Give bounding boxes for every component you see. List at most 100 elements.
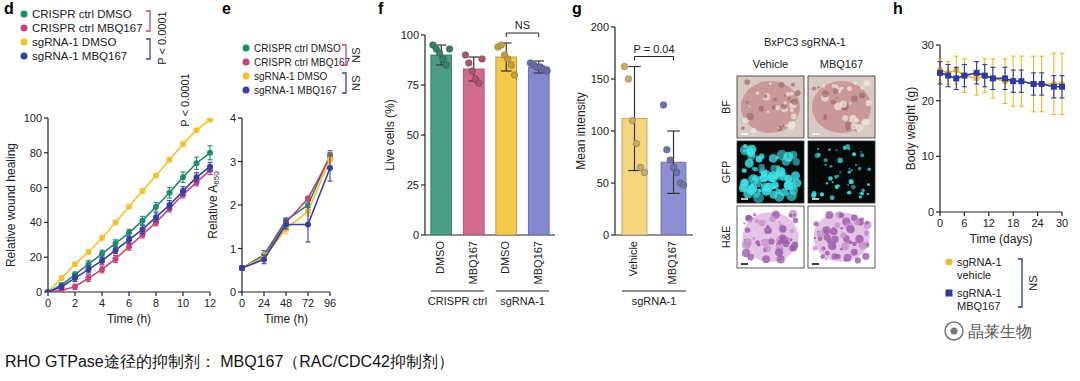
- image-title: BxPC3 sgRNA-1: [764, 36, 846, 48]
- data-point: [629, 117, 636, 124]
- series-marker: [180, 174, 186, 180]
- series-marker: [72, 261, 78, 267]
- data-point: [498, 42, 505, 49]
- error-cap: [154, 202, 159, 203]
- y-tick: [238, 161, 242, 162]
- error-bar: [86, 266, 91, 273]
- x-tick: [1061, 212, 1062, 216]
- signal: [791, 171, 800, 180]
- texture: [749, 105, 751, 107]
- signal: [773, 185, 776, 188]
- comparison-label: NS: [350, 75, 362, 90]
- bar: [528, 67, 549, 235]
- error-cap: [1060, 114, 1065, 115]
- error-cap: [946, 61, 951, 62]
- error-cap: [954, 67, 959, 68]
- error-cap: [534, 60, 544, 61]
- texture: [793, 218, 799, 224]
- y-tick-label: 50: [597, 177, 609, 189]
- error-cap: [1051, 75, 1056, 76]
- signal: [836, 149, 838, 151]
- texture: [790, 229, 795, 234]
- error-cap: [990, 97, 995, 98]
- comparison-label: NS: [350, 47, 362, 62]
- signal: [852, 152, 856, 156]
- texture: [817, 230, 824, 237]
- comparison-label: P = 0.04: [633, 43, 674, 55]
- texture: [825, 258, 828, 261]
- texture: [822, 84, 826, 88]
- texture: [854, 219, 860, 225]
- series-marker: [961, 73, 967, 79]
- error-cap: [1051, 53, 1056, 54]
- series-marker: [180, 141, 186, 147]
- error-cap: [181, 182, 186, 183]
- error-bar: [194, 173, 199, 182]
- signal: [748, 184, 757, 193]
- error-bar: [1051, 76, 1056, 98]
- error-cap: [1003, 58, 1008, 59]
- signal: [860, 192, 864, 196]
- texture: [812, 86, 816, 90]
- y-tick-label: 0: [413, 229, 419, 241]
- scale-bar: [741, 198, 748, 200]
- scale-bar: [741, 263, 748, 265]
- error-bar: [262, 253, 267, 262]
- error-cap: [181, 197, 186, 198]
- texture: [770, 216, 776, 222]
- comparison-label: P < 0.0001: [156, 11, 168, 64]
- legend-label: sgRNA-1 DMSO: [32, 36, 116, 48]
- texture: [780, 225, 787, 232]
- error-cap: [1019, 92, 1024, 93]
- texture: [825, 251, 830, 256]
- error-cap: [1031, 72, 1036, 73]
- series-marker: [72, 275, 78, 281]
- error-bar: [154, 213, 159, 222]
- error-bar: [208, 146, 213, 160]
- texture: [789, 210, 797, 218]
- series-line: [242, 168, 330, 268]
- series-marker: [207, 164, 213, 170]
- error-bar: [240, 266, 245, 270]
- error-cap: [938, 61, 943, 62]
- series-marker: [99, 251, 105, 257]
- y-axis-label-subscript: 650: [212, 171, 221, 185]
- series-marker: [1031, 81, 1037, 87]
- signal: [825, 164, 827, 166]
- error-bar: [140, 216, 145, 225]
- series-marker: [945, 73, 951, 79]
- texture: [848, 240, 852, 244]
- series-marker: [126, 244, 132, 250]
- error-cap: [127, 250, 132, 251]
- error-cap: [1051, 97, 1056, 98]
- y-tick-label: 40: [30, 216, 42, 228]
- error-cap: [73, 274, 78, 275]
- error-cap: [982, 86, 987, 87]
- watermark-icon: [951, 328, 958, 335]
- signal: [767, 173, 776, 182]
- scale-bar: [812, 133, 819, 135]
- error-bar: [181, 172, 186, 182]
- error-cap: [262, 263, 267, 264]
- data-point: [443, 62, 450, 69]
- legend-marker: [21, 39, 28, 46]
- comparison-bracket: [342, 45, 346, 65]
- watermark: 晶莱生物: [945, 322, 1032, 340]
- error-cap: [1003, 67, 1008, 68]
- series-marker: [982, 73, 988, 79]
- texture: [813, 246, 818, 251]
- series-marker: [1018, 78, 1024, 84]
- x-tick: [209, 292, 210, 296]
- x-tick: [329, 292, 330, 296]
- series-marker: [86, 249, 92, 255]
- texture: [755, 219, 760, 224]
- texture: [789, 214, 793, 218]
- error-cap: [154, 211, 159, 212]
- texture: [762, 255, 770, 263]
- category-label: MBQ167: [532, 241, 544, 284]
- x-tick-label: 30: [1056, 217, 1068, 229]
- error-cap: [127, 236, 132, 237]
- texture: [835, 254, 840, 259]
- texture: [858, 244, 860, 246]
- texture: [822, 91, 829, 98]
